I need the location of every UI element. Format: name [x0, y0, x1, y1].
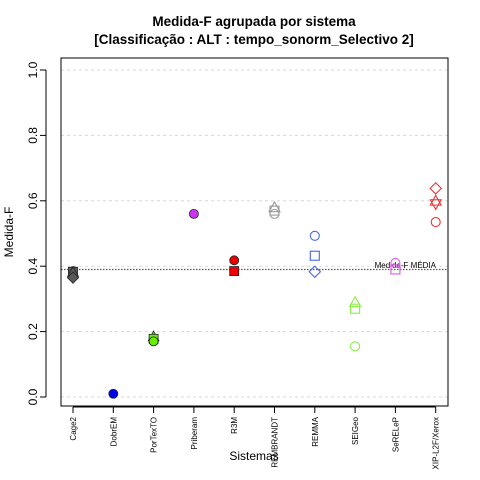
grid [61, 69, 448, 398]
data-point-diamond [429, 181, 443, 195]
plot-frame [60, 57, 449, 407]
data-point-diamond [66, 271, 80, 284]
data-point-triangle [268, 200, 281, 213]
y-axis: 0.0 0.2 0.4 0.6 0.8 1.0 [26, 61, 47, 405]
x-tick-label: PorTexTO [150, 417, 159, 453]
data-point-circle [108, 388, 119, 399]
data-point-circle [390, 257, 401, 268]
data-point-square [229, 266, 240, 277]
data-point-circle [269, 208, 280, 219]
data-point-diamond [308, 265, 322, 279]
x-tick-label: R3M [230, 417, 239, 434]
x-tick-label: DobrEM [109, 417, 118, 447]
data-point-circle [309, 230, 320, 241]
data-point-triangle [348, 295, 362, 308]
data-point-circle [188, 208, 199, 219]
x-tick-label: Priberam [190, 417, 199, 450]
y-tick-label: 0.2 [26, 323, 40, 340]
chart-subtitle: [Classificação : ALT : tempo_sonorm_Sele… [94, 32, 414, 47]
x-axis-label: Sistemas [229, 449, 278, 463]
data-point-square [269, 205, 280, 216]
y-axis-label: Medida-F [2, 207, 16, 258]
x-axis: Cage2 DobrEM PorTexTO Priberam R3M REMBRANDT R… [69, 406, 441, 469]
data-point-square [309, 250, 320, 261]
x-tick-label: Cage2 [69, 416, 78, 440]
data-point-triangle-down [429, 199, 443, 211]
y-tick-label: 0.6 [26, 192, 40, 209]
data-point-square [350, 303, 361, 314]
reference-line-group: Medida-F MÉDIA [61, 261, 448, 271]
data-points [66, 181, 443, 399]
y-tick-label: 0.0 [26, 388, 40, 405]
x-tick-label: REMMA [311, 416, 320, 446]
y-tick-label: 0.8 [26, 127, 40, 144]
reference-line-label: Medida-F MÉDIA [375, 261, 437, 270]
y-tick-label: 0.4 [26, 258, 40, 275]
data-point-circle [430, 217, 441, 228]
y-tick-label: 1.0 [26, 61, 40, 78]
data-point-circle [148, 336, 159, 347]
x-tick-label: SeRELeP [391, 417, 400, 452]
x-tick-label: XIP-L2F/Xerox [432, 417, 441, 469]
x-tick-label: SEIGeo [351, 416, 360, 445]
data-point-circle [229, 255, 240, 266]
x-tick-label: REMBRANDT [271, 417, 280, 468]
data-point-square [390, 264, 401, 275]
chart-title: Medida-F agrupada por sistema [152, 14, 356, 29]
data-point-circle [350, 341, 361, 352]
